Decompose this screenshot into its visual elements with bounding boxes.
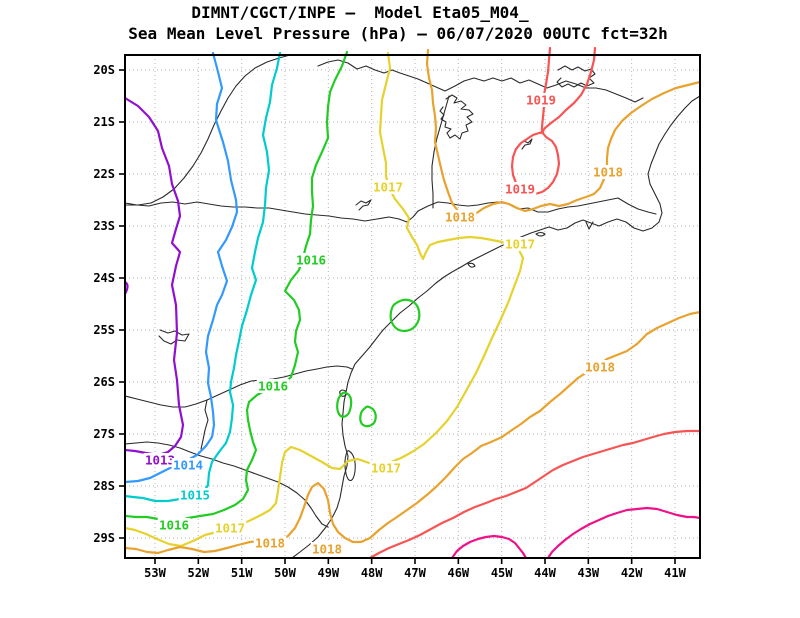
y-tick-label: 28S [93, 479, 115, 493]
isobar-1016-loop-b [336, 391, 353, 418]
state-border-north-diagonal [124, 54, 291, 206]
contour-label-mask [310, 542, 344, 556]
x-tick-label: 44W [534, 566, 556, 580]
y-tick-label: 27S [93, 427, 115, 441]
y-tick-label: 26S [93, 375, 115, 389]
isobar-1019-loop [510, 46, 597, 196]
river-squiggle-west [158, 329, 190, 345]
isobar-1018-south [123, 310, 702, 555]
lake-squiggle-tiny [355, 199, 372, 211]
contour-label-mask [294, 253, 328, 267]
isobar-1020-arc-a [450, 534, 528, 560]
contour-label-mask [143, 453, 177, 467]
contour-label-mask [503, 237, 537, 251]
contour-label: 1017 [373, 180, 403, 195]
contour-label: 1016 [258, 379, 288, 394]
contour-label: 1018 [593, 165, 623, 180]
x-tick-label: 42W [621, 566, 643, 580]
geography-layer [124, 54, 701, 559]
isobar-1016 [123, 50, 349, 525]
contour-label: 1018 [445, 210, 475, 225]
y-tick-label: 22S [93, 167, 115, 181]
isobar-1019-southeast [368, 429, 702, 560]
x-tick-label: 41W [664, 566, 686, 580]
x-tick-label: 53W [144, 566, 166, 580]
isobar-1016-loop-a [389, 298, 421, 333]
x-tick-label: 52W [187, 566, 209, 580]
x-tick-label: 47W [404, 566, 426, 580]
isobar-1017 [123, 51, 525, 548]
x-tick-label: 46W [447, 566, 469, 580]
state-border-mid-east-west [124, 201, 419, 223]
contour-label: 1018 [255, 536, 285, 551]
contour-label: 1017 [371, 461, 401, 476]
y-tick-label: 29S [93, 531, 115, 545]
x-tick-label: 49W [317, 566, 339, 580]
reservoir-squiggle-1 [439, 94, 474, 140]
contour-label: 1019 [505, 182, 535, 197]
isobar-1018-north [425, 48, 702, 218]
contour-label-mask [256, 379, 290, 393]
contour-label-mask [443, 210, 477, 224]
contour-label: 1016 [159, 518, 189, 533]
contour-label: 1013 [145, 453, 175, 468]
contour-label: 1015 [180, 488, 210, 503]
contour-label-mask [503, 182, 537, 196]
y-tick-label: 25S [93, 323, 115, 337]
contour-label: 1019 [526, 93, 556, 108]
contour-label: 1014 [173, 458, 203, 473]
isobar-1020-arc-b [546, 506, 702, 560]
contour-label-mask [213, 521, 247, 535]
contour-label: 1018 [585, 360, 615, 375]
state-border-short-link [200, 399, 209, 450]
contour-label-mask [524, 93, 558, 107]
ilhabela-island [467, 262, 476, 268]
contour-label-mask [371, 180, 405, 194]
x-tick-label: 43W [577, 566, 599, 580]
contour-label-mask [253, 536, 287, 550]
isobar-1016-loop-c [359, 405, 377, 428]
contour-label: 1016 [296, 253, 326, 268]
contour-label-mask [157, 518, 191, 532]
x-tick-label: 51W [231, 566, 253, 580]
contour-label-mask [178, 488, 212, 502]
x-tick-label: 45W [491, 566, 513, 580]
coastline-path [291, 95, 701, 559]
y-tick-label: 20S [93, 63, 115, 77]
y-tick-label: 21S [93, 115, 115, 129]
ilha-grande-island [535, 231, 546, 237]
reservoir-squiggle-2 [556, 65, 596, 88]
contour-label: 1017 [505, 237, 535, 252]
x-tick-label: 50W [274, 566, 296, 580]
contour-label: 1017 [215, 521, 245, 536]
isobar-1019-arm [540, 46, 552, 135]
x-tick-label: 48W [361, 566, 383, 580]
contour-label: 1018 [312, 542, 342, 557]
title-model: DIMNT/CGCT/INPE – Model Eta05_M04_ [191, 3, 529, 22]
state-border-east-extension [417, 197, 657, 215]
isobar-1013 [123, 96, 185, 457]
florianopolis-island [344, 450, 356, 482]
guanabara-bay-notch [585, 221, 594, 230]
axes-frame-layer: 53W 52W 51W 50W 49W 48W 47W 46W 45W 44W 43W 42W 41W 2… [93, 54, 701, 580]
contour-label-mask [369, 461, 403, 475]
y-tick-label: 24S [93, 271, 115, 285]
contour-label-mask [583, 360, 617, 374]
y-tick-label: 23S [93, 219, 115, 233]
isobar-1015 [123, 51, 282, 503]
state-border-south [124, 441, 329, 528]
state-border-parana [124, 365, 353, 408]
contour-label-mask [171, 458, 205, 472]
map-frame [124, 54, 701, 559]
title-field-datetime: Sea Mean Level Pressure (hPa) – 06/07/20… [128, 24, 668, 43]
sao-francisco-island [339, 389, 347, 397]
state-border-top-east-west [317, 59, 644, 103]
contour-label-mask [591, 165, 625, 179]
